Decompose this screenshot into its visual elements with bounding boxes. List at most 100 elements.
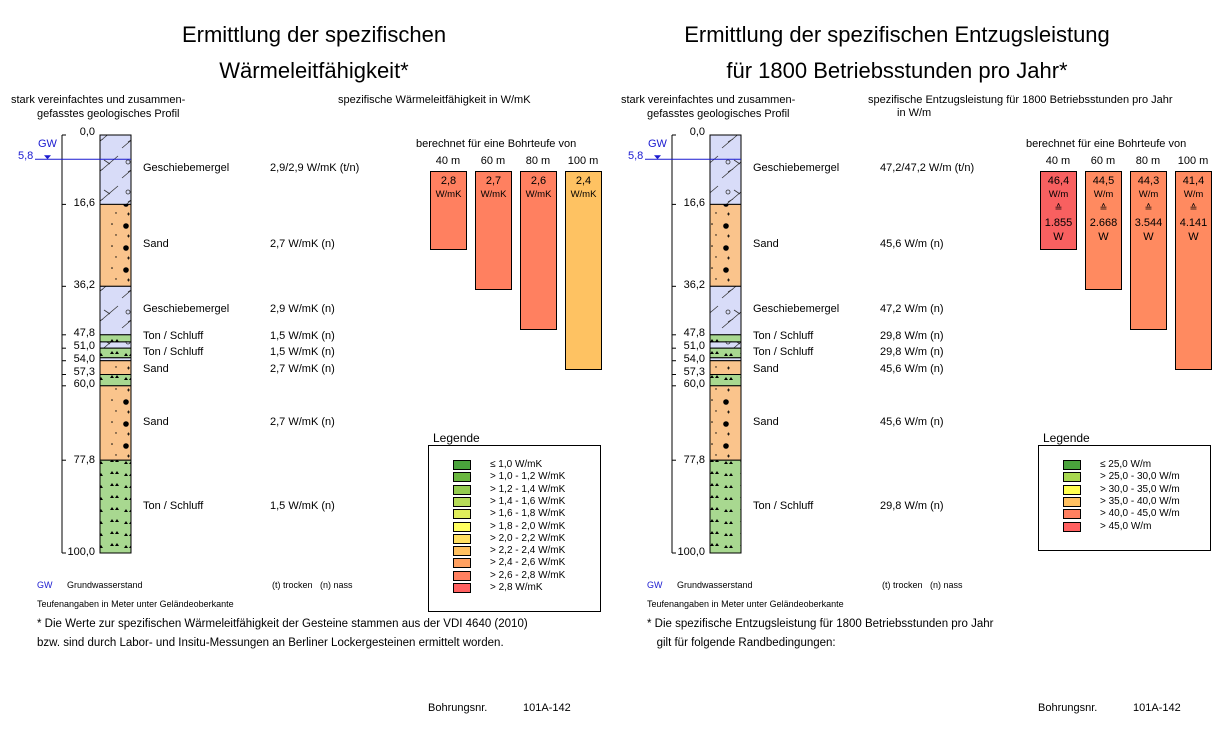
legend-label: ≤ 1,0 W/mK (490, 459, 543, 470)
bar-depth-label: 40 m (435, 155, 461, 167)
bar-value: 46,4 (1047, 175, 1070, 187)
profile-layer (709, 341, 742, 349)
profile-heading: stark vereinfachtes und zusammen- (11, 94, 186, 106)
groundwater-depth: 5,8 (18, 150, 34, 162)
legend-label: > 1,6 - 1,8 W/mK (490, 508, 566, 520)
layer-name: Sand (753, 238, 779, 250)
result-bar: 44,3 W/m ≙ 3.544 W (1130, 171, 1167, 330)
groundwater-label: GW (648, 138, 667, 150)
bar-unit: W/m (1138, 189, 1159, 200)
page-title-line-1: Ermittlung der spezifischen Entzugsleist… (684, 22, 1110, 47)
profile-layer (99, 347, 132, 359)
depth-label: 51,0 (683, 340, 705, 352)
legend-label: > 40,0 - 45,0 W/m (1100, 508, 1180, 520)
legend-swatch (453, 570, 471, 581)
depth-label: 0,0 (79, 126, 95, 138)
depth-label: 77,8 (683, 454, 705, 466)
depth-label: 60,0 (73, 378, 95, 390)
bar-unit: W/m (1093, 189, 1114, 200)
legend-label: ≤ 25,0 W/m (1100, 459, 1152, 470)
layer-value: 29,8 W/m (n) (880, 500, 944, 512)
gw-legend-text: Grundwasserstand (67, 580, 143, 590)
legend-label: > 1,0 - 1,2 W/mK (490, 471, 566, 483)
bar-power: 3.544 (1134, 217, 1163, 229)
bar-power-unit: W (1098, 231, 1109, 243)
page-title-line-2: Wärmeleitfähigkeit* (219, 58, 409, 83)
depth-label: 36,2 (73, 279, 95, 291)
profile-layer (99, 285, 132, 336)
profile-layer (709, 285, 742, 336)
result-bar: 2,8 W/mK (430, 171, 467, 250)
profile-layer (99, 203, 132, 287)
legend-label: > 25,0 - 30,0 W/m (1100, 471, 1180, 483)
bar-depth-label: 40 m (1045, 155, 1071, 167)
legend-swatch (453, 533, 471, 544)
profile-heading: gefasstes geologisches Profil (647, 108, 790, 120)
result-bar: 2,7 W/mK (475, 171, 512, 290)
bar-value: 2,8 (440, 175, 457, 187)
layer-value: 47,2 W/m (n) (880, 303, 944, 315)
footnote: gilt für folgende Randbedingungen: (647, 637, 836, 649)
groundwater-depth: 5,8 (628, 150, 644, 162)
profile-layer (709, 385, 742, 461)
layer-name: Sand (753, 416, 779, 428)
layer-value: 45,6 W/m (n) (880, 363, 944, 375)
bar-unit: W/m (1048, 189, 1069, 200)
legend-label: > 1,8 - 2,0 W/mK (490, 520, 566, 532)
legend-swatch (1063, 484, 1081, 495)
bar-power: 2.668 (1089, 217, 1118, 229)
result-bar: 2,4 W/mK (565, 171, 602, 370)
depth-label: 36,2 (683, 279, 705, 291)
layer-name: Ton / Schluff (143, 500, 204, 512)
legend-label: > 35,0 - 40,0 W/m (1100, 495, 1180, 507)
profile-layer (709, 134, 742, 205)
profile-layer (709, 347, 742, 359)
layer-name: Geschiebemergel (753, 162, 840, 174)
bar-unit: W/mK (480, 189, 507, 200)
moisture-legend: (t) trocken (n) nass (882, 580, 963, 590)
legend-label: > 2,6 - 2,8 W/mK (490, 569, 566, 581)
legend-label: > 2,8 W/mK (490, 582, 543, 593)
profile-layer (99, 459, 132, 554)
profile-layer (709, 203, 742, 287)
layer-name: Geschiebemergel (143, 303, 230, 315)
legend-swatch (453, 472, 471, 483)
legend-title: Legende (1043, 431, 1090, 445)
legend-swatch (453, 521, 471, 532)
bar-value: 41,4 (1182, 175, 1205, 187)
profile-layer (99, 134, 132, 205)
page-title-line-1: Ermittlung der spezifischen (181, 22, 447, 47)
depth-label: 57,3 (73, 366, 95, 378)
bar-equiv: ≙ (1144, 203, 1153, 214)
bars-heading: berechnet für eine Bohrteufe von (416, 138, 577, 150)
result-bar: 2,6 W/mK (520, 171, 557, 330)
bar-unit: W/mK (525, 189, 552, 200)
layer-name: Sand (143, 416, 169, 428)
layer-value: 47,2/47,2 W/m (t/n) (880, 162, 975, 174)
legend-swatch (453, 583, 471, 593)
depth-label: 16,6 (683, 197, 705, 209)
layer-value: 1,5 W/mK (n) (270, 346, 335, 358)
bar-power-unit: W (1143, 231, 1154, 243)
bar-unit: W/m (1183, 189, 1204, 200)
groundwater-triangle-icon (44, 155, 51, 160)
layer-name: Ton / Schluff (143, 346, 204, 358)
legend-label: > 2,2 - 2,4 W/mK (490, 545, 566, 557)
gw-legend-text: Grundwasserstand (677, 580, 753, 590)
layer-name: Sand (753, 363, 779, 375)
depth-label: 47,8 (683, 327, 705, 339)
profile-layer (99, 334, 132, 343)
layer-value: 2,9/2,9 W/mK (t/n) (270, 162, 360, 174)
legend-label: > 2,0 - 2,2 W/mK (490, 532, 566, 544)
groundwater-triangle-icon (654, 155, 661, 160)
layer-name: Geschiebemergel (753, 303, 840, 315)
depth-label: 60,0 (683, 378, 705, 390)
layer-value: 1,5 W/mK (n) (270, 330, 335, 342)
depth-label: 100,0 (677, 546, 705, 558)
layer-name: Ton / Schluff (753, 330, 814, 342)
values-heading: spezifische Entzugsleistung für 1800 Bet… (868, 94, 1173, 106)
bar-value: 2,7 (485, 175, 502, 187)
page-title-line-2: für 1800 Betriebsstunden pro Jahr* (726, 58, 1068, 83)
bar-value: 2,6 (530, 175, 547, 187)
